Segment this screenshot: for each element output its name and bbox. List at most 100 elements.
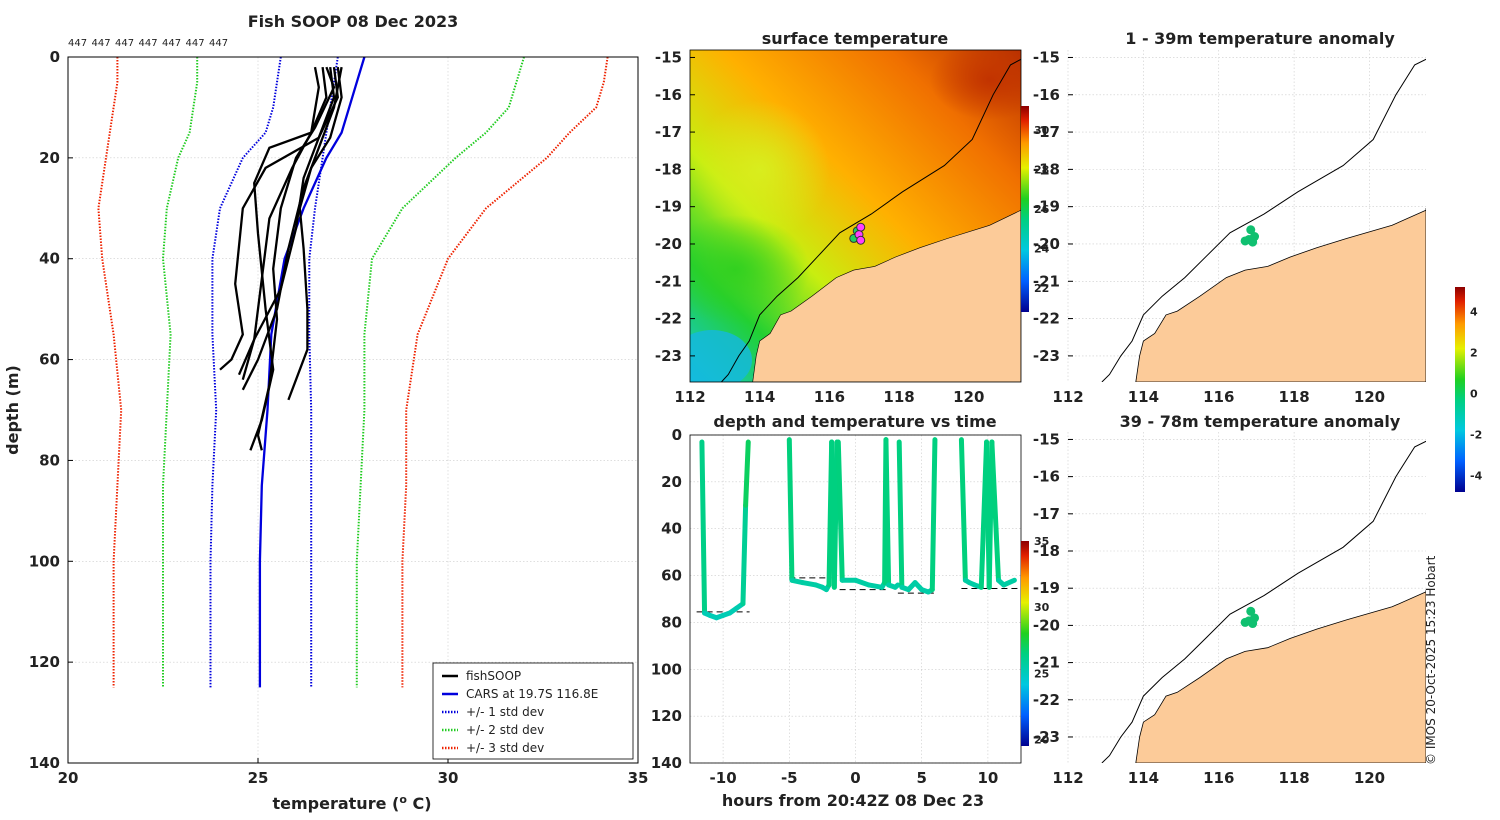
sst-cold-patch — [690, 330, 752, 382]
legend-box — [432, 662, 634, 760]
surface-colorbar-label: 28 — [1034, 163, 1049, 176]
legend-label: +/- 3 std dev — [466, 741, 544, 755]
anom1-ytick-label: -20 — [1033, 235, 1060, 253]
ts-xtick-label: 10 — [977, 769, 998, 787]
anom2-ytick-label: -22 — [1033, 691, 1060, 709]
profile-series-line — [308, 57, 339, 688]
anom1-ytick-label: -23 — [1033, 347, 1060, 365]
profile-top-label: 447 — [92, 38, 111, 49]
profile-ytick-label: 60 — [39, 351, 60, 369]
profile-top-label: 447 — [186, 38, 205, 49]
profile-top-label: 447 — [68, 38, 87, 49]
profile-top-labels: 447 447 447 447 447 447 447 — [68, 38, 228, 49]
profile-tick-labels: 20 25 30 35 0 20 40 60 80 100 120 140 — [29, 48, 649, 787]
anom2-ytick-label: -16 — [1033, 468, 1060, 486]
surface-land — [752, 208, 1021, 382]
anom2-ytick-label: -23 — [1033, 728, 1060, 746]
anomaly-colorbar — [1455, 287, 1465, 492]
sst-green-patch — [690, 215, 810, 325]
profile-title: Fish SOOP 08 Dec 2023 — [248, 12, 458, 31]
anom1-ytick-label: -19 — [1033, 198, 1060, 216]
ts-xtick-label: 5 — [916, 769, 926, 787]
profile-plot-frame — [67, 56, 639, 764]
legend-label: +/- 1 std dev — [466, 705, 544, 719]
timeseries-colorbar-ticks: 20 25 30 35 — [1034, 535, 1050, 746]
ts-dive-segment — [958, 437, 968, 583]
timeseries-title: depth and temperature vs time — [713, 412, 996, 431]
ts-dive-segment — [1001, 577, 1017, 588]
anomaly-panel-lower: 39 - 78m temperature anomaly 112 114 116 11… — [1033, 412, 1426, 787]
anom1-ytick-label: -17 — [1033, 123, 1060, 141]
ts-ytick-label: 100 — [651, 660, 682, 678]
anom2-ytick-label: -20 — [1033, 616, 1060, 634]
profile-ytick-label: 100 — [29, 552, 60, 570]
ts-dive-segment — [740, 502, 749, 607]
surface-shelf-contour — [721, 58, 1021, 382]
ts-xtick-label: 0 — [850, 769, 860, 787]
profile-series-line — [355, 57, 525, 688]
profile-series-line — [97, 57, 123, 688]
profile-ylabel: depth (m) — [3, 365, 22, 455]
profile-ytick-label: 20 — [39, 149, 60, 167]
profile-series-line — [161, 57, 199, 688]
surface-fish-markers — [849, 222, 866, 245]
ts-ytick-label: 20 — [661, 473, 682, 491]
anom1-ytick-label: -15 — [1033, 48, 1060, 66]
surface-map — [690, 50, 1021, 382]
ts-xtick-label: -10 — [710, 769, 737, 787]
profile-ytick-label: 0 — [50, 48, 60, 66]
surface-colorbar-label: 30 — [1034, 124, 1050, 137]
anom1-anomaly-point — [1244, 235, 1254, 245]
profile-legend: fishSOOP CARS at 19.7S 116.8E +/- 1 std de… — [432, 662, 634, 760]
surface-ytick-label: -17 — [655, 123, 682, 141]
profile-series-line — [219, 66, 336, 371]
ts-dive-segment — [835, 439, 845, 583]
ts-ytick-label: 0 — [672, 426, 682, 444]
surface-ytick-label: -16 — [655, 86, 682, 104]
anom1-ytick-label: -22 — [1033, 310, 1060, 328]
surface-colorbar-label: 26 — [1034, 203, 1050, 216]
anom1-anomaly-point — [1246, 225, 1256, 235]
profile-top-label: 447 — [162, 38, 181, 49]
ts-ytick-label: 120 — [651, 707, 682, 725]
surface-ytick-label: -22 — [655, 310, 682, 328]
anom2-xtick-label: 114 — [1128, 769, 1159, 787]
ts-dive-segment — [989, 439, 1001, 583]
sst-hot-patch — [930, 50, 1021, 120]
anom2-anomaly-point — [1244, 616, 1254, 626]
anom1-xtick-label: 120 — [1354, 388, 1385, 406]
anom2-ytick-label: -18 — [1033, 542, 1060, 560]
surface-tick-labels: 112 114 116 118 120 -15 -16 -17 -18 -19 -20 -21 -22 -… — [655, 48, 985, 406]
anom1-xtick-label: 118 — [1278, 388, 1309, 406]
anom2-ytick-label: -15 — [1033, 430, 1060, 448]
ts-colorbar-label: 35 — [1034, 535, 1049, 548]
timeseries-dives — [699, 437, 1017, 621]
ts-dive-segment — [896, 439, 905, 590]
anomaly-colorbar-label: 2 — [1470, 347, 1478, 360]
ts-ytick-label: 40 — [661, 520, 682, 538]
anom2-xtick-label: 120 — [1354, 769, 1385, 787]
profile-panel: Fish SOOP 08 Dec 2023 447 447 447 447 447 447… — [3, 12, 648, 813]
profile-series-line — [287, 66, 343, 401]
profile-series-line — [237, 66, 328, 376]
profile-xlabel: temperature (o C) — [272, 793, 431, 813]
ts-dive-segment — [743, 439, 751, 508]
ts-dive-segment — [892, 582, 901, 590]
anom1-xtick-label: 112 — [1052, 388, 1083, 406]
anomaly-colorbar-label: 0 — [1470, 388, 1478, 401]
anomaly-panel-upper: 1 - 39m temperature anomaly 112 114 116 118… — [1033, 29, 1426, 406]
profile-xtick-label: 30 — [438, 769, 459, 787]
ts-colorbar-label: 30 — [1034, 601, 1050, 614]
legend-label: fishSOOP — [466, 669, 521, 683]
surface-temperature-panel: surface temperature 112 114 116 118 120 -15 -1… — [655, 29, 1050, 406]
ts-ytick-label: 140 — [651, 754, 682, 772]
ts-xtick-label: -5 — [781, 769, 798, 787]
surface-ytick-label: -23 — [655, 347, 682, 365]
profile-series-line — [241, 66, 343, 391]
ts-dive-segment — [929, 437, 938, 593]
anom2-anomaly-point — [1246, 606, 1256, 616]
profile-xtick-label: 20 — [58, 769, 79, 787]
profile-ytick-label: 40 — [39, 250, 60, 268]
profile-series-line — [209, 57, 282, 688]
